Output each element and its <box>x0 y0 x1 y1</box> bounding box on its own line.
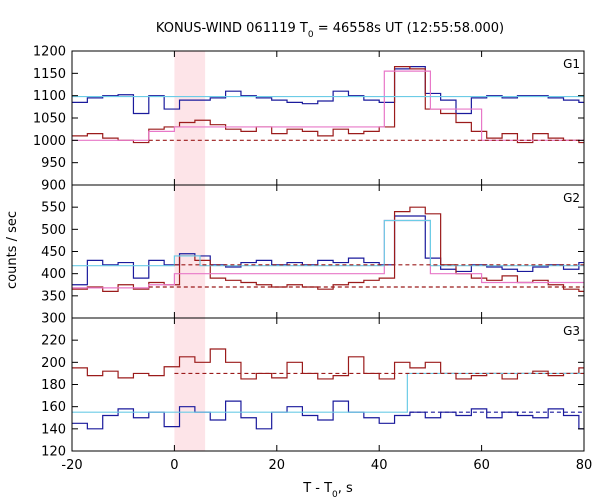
y-tick-label-G3-120: 120 <box>41 445 66 460</box>
series-G3-2 <box>72 372 584 413</box>
x-tick-label--20: -20 <box>61 458 82 473</box>
x-tick-label-80: 80 <box>576 458 593 473</box>
chart-title: KONUS-WIND 061119 T0 = 46558s UT (12:55:… <box>156 21 504 40</box>
y-tick-label-G3-180: 180 <box>41 378 66 393</box>
y-tick-label-G2-550: 550 <box>41 201 66 216</box>
chart-title-rest: = 46558s UT (12:55:58.000) <box>314 21 504 36</box>
series-G2-0 <box>72 215 584 286</box>
chart-title-subscript: 0 <box>308 30 314 40</box>
y-tick-label-G1-1000: 1000 <box>33 134 66 149</box>
x-axis-label-subscript: 0 <box>332 490 338 500</box>
series-G1-0 <box>72 66 584 115</box>
y-tick-label-G1-900: 900 <box>41 179 66 194</box>
y-tick-label-G3-220: 220 <box>41 334 66 349</box>
x-tick-label-40: 40 <box>371 458 388 473</box>
y-tick-label-G2-350: 350 <box>41 289 66 304</box>
x-axis-label-rest: , s <box>338 481 353 496</box>
y-tick-label-G1-1150: 1150 <box>33 67 66 82</box>
panel-frame-G2 <box>71 184 585 319</box>
y-tick-label-G2-450: 450 <box>41 245 66 260</box>
y-tick-label-G3-160: 160 <box>41 400 66 415</box>
series-G3-0 <box>72 348 584 380</box>
series-G2-1 <box>72 206 584 292</box>
series-G1-2 <box>72 70 584 141</box>
y-tick-label-G2-400: 400 <box>41 267 66 282</box>
y-tick-label-G2-500: 500 <box>41 223 66 238</box>
series-G2-3 <box>72 219 584 267</box>
y-tick-label-G1-1050: 1050 <box>33 112 66 127</box>
panel-frame-G3 <box>71 317 585 452</box>
panel-frame-G1 <box>71 50 585 186</box>
shaded-interval <box>174 51 206 451</box>
y-tick-label-G2-300: 300 <box>41 312 66 327</box>
x-tick-label-20: 20 <box>269 458 286 473</box>
x-tick-label-0: 0 <box>170 458 178 473</box>
panel-label-G1: G1 <box>563 57 580 71</box>
plot-area: 90095010001050110011501200G1300350400450… <box>33 45 592 474</box>
panel-label-G2: G2 <box>563 191 580 205</box>
series-G3-1 <box>72 400 584 430</box>
series-G1-1 <box>72 66 584 144</box>
y-tick-label-G1-1200: 1200 <box>33 45 66 60</box>
x-tick-label-60: 60 <box>473 458 490 473</box>
y-tick-label-G3-200: 200 <box>41 356 66 371</box>
y-tick-label-G3-140: 140 <box>41 422 66 437</box>
chart-title-main: KONUS-WIND 061119 T <box>156 21 308 36</box>
y-tick-label-G1-950: 950 <box>41 156 66 171</box>
panel-label-G3: G3 <box>563 324 580 338</box>
y-axis-label: counts / sec <box>5 211 20 289</box>
x-axis-label-main: T - T <box>302 481 332 496</box>
x-axis-label: T - T0, s <box>302 481 353 500</box>
y-tick-label-G1-1100: 1100 <box>33 89 66 104</box>
